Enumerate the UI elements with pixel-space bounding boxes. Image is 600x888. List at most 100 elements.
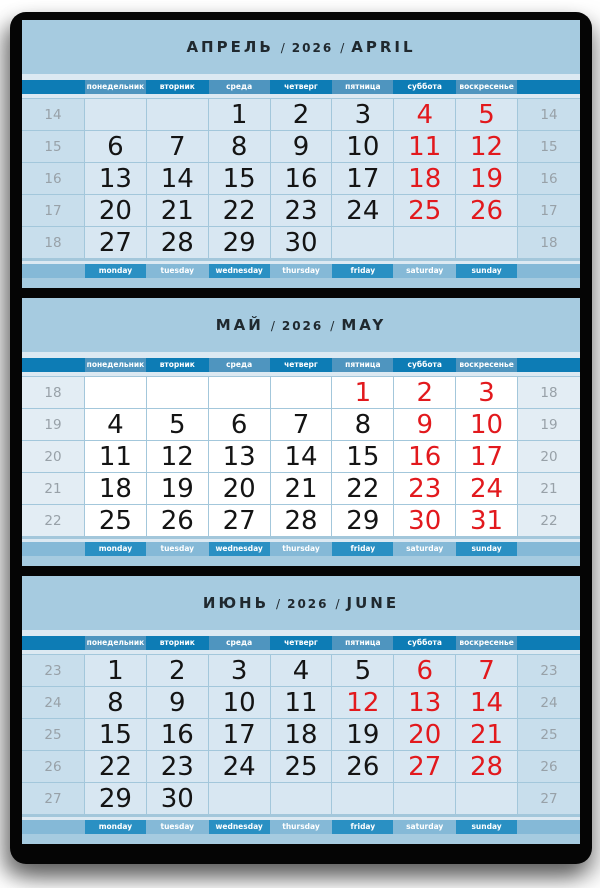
- weekday-bar-edge: [518, 358, 580, 372]
- date-cell: 1: [85, 655, 146, 686]
- date-cell: 20: [394, 719, 456, 750]
- month-name-ru: АПРЕЛЬ: [186, 38, 274, 56]
- month-year: 2026: [291, 41, 334, 55]
- date-cell: 2: [270, 99, 332, 130]
- date-cell: 5: [456, 99, 517, 130]
- date-cell: 28: [146, 227, 208, 258]
- week-number-cell: 27: [22, 783, 84, 814]
- date-cell: 20: [85, 195, 146, 226]
- date-cell: 17: [208, 719, 270, 750]
- weekday-cell-ru: воскресенье: [456, 80, 517, 94]
- month-header: АПРЕЛЬ / 2026 / APRIL: [22, 20, 580, 74]
- date-cell: 11: [394, 131, 456, 162]
- week-number-cell: 21: [22, 473, 84, 504]
- date-cell: 21: [456, 719, 517, 750]
- empty-date-cell: [332, 227, 394, 258]
- divider-strip: [22, 372, 580, 376]
- weekday-cell-ru: четверг: [270, 358, 332, 372]
- divider-strip: [22, 630, 580, 636]
- weekday-cell-en: saturday: [394, 542, 456, 556]
- date-cell: 5: [332, 655, 394, 686]
- weekday-bar-en: monday tuesday wednesday thursday friday satu…: [22, 542, 580, 556]
- weekday-cell-en: friday: [332, 542, 394, 556]
- empty-date-cell: [456, 227, 517, 258]
- weekday-bar-edge: [22, 80, 84, 94]
- weekday-cell-ru: среда: [208, 636, 270, 650]
- weekday-cell-en: tuesday: [146, 820, 208, 834]
- date-cell: 27: [85, 227, 146, 258]
- date-cell: 17: [456, 441, 517, 472]
- weekday-cell-ru: понедельник: [85, 80, 146, 94]
- weekday-cell-ru: среда: [208, 358, 270, 372]
- week-number-cell: 21: [518, 473, 580, 504]
- date-cell: 30: [146, 783, 208, 814]
- month-name-ru: МАЙ: [215, 316, 264, 334]
- date-cell: 29: [208, 227, 270, 258]
- weekday-cell-ru: понедельник: [85, 358, 146, 372]
- month-title: МАЙ / 2026 / MAY: [216, 316, 387, 334]
- week-number-cell: 18: [518, 377, 580, 408]
- date-cell: 9: [270, 131, 332, 162]
- week-number-cell: 24: [22, 687, 84, 718]
- date-cell: 4: [394, 99, 456, 130]
- date-cell: 19: [456, 163, 517, 194]
- date-cell: 27: [208, 505, 270, 536]
- date-cell: 26: [332, 751, 394, 782]
- week-number-cell: 15: [518, 131, 580, 162]
- weekday-bar-edge: [518, 542, 580, 556]
- weekday-cell-ru: пятница: [332, 358, 394, 372]
- date-cell: 25: [270, 751, 332, 782]
- date-cell: 1: [208, 99, 270, 130]
- weekday-cell-en: wednesday: [208, 542, 270, 556]
- date-cell: 17: [332, 163, 394, 194]
- date-cell: 13: [208, 441, 270, 472]
- date-cell: 4: [270, 655, 332, 686]
- date-cell: 30: [394, 505, 456, 536]
- month-name-en: MAY: [341, 316, 387, 334]
- date-cell: 23: [146, 751, 208, 782]
- date-cell: 23: [270, 195, 332, 226]
- week-number-cell: 22: [22, 505, 84, 536]
- date-cell: 12: [146, 441, 208, 472]
- date-cell: 5: [146, 409, 208, 440]
- date-cell: 21: [146, 195, 208, 226]
- weekday-cell-en: friday: [332, 264, 394, 278]
- date-cell: 30: [270, 227, 332, 258]
- divider-strip: [22, 817, 580, 820]
- empty-date-cell: [270, 377, 332, 408]
- empty-date-cell: [394, 783, 456, 814]
- date-cell: 22: [332, 473, 394, 504]
- empty-date-cell: [270, 783, 332, 814]
- weekday-cell-en: thursday: [270, 264, 332, 278]
- weekday-bar-ru: понедельник вторник среда четверг пятница суб…: [22, 358, 580, 372]
- weekday-cell-ru: четверг: [270, 80, 332, 94]
- date-cell: 14: [270, 441, 332, 472]
- weekday-cell-en: monday: [85, 820, 146, 834]
- date-cell: 26: [456, 195, 517, 226]
- footer-band: [22, 834, 580, 844]
- footer-band: [22, 278, 580, 288]
- date-cell: 7: [146, 131, 208, 162]
- divider-strip: [22, 650, 580, 654]
- date-cell: 9: [146, 687, 208, 718]
- date-cell: 2: [394, 377, 456, 408]
- weekday-bar-ru: понедельник вторник среда четверг пятница суб…: [22, 80, 580, 94]
- date-cell: 6: [85, 131, 146, 162]
- date-cell: 12: [332, 687, 394, 718]
- week-number-cell: 22: [518, 505, 580, 536]
- date-cell: 9: [394, 409, 456, 440]
- date-cell: 13: [394, 687, 456, 718]
- empty-date-cell: [456, 783, 517, 814]
- weekday-bar-edge: [22, 636, 84, 650]
- week-number-cell: 18: [22, 377, 84, 408]
- week-number-cell: 26: [518, 751, 580, 782]
- date-cell: 25: [394, 195, 456, 226]
- week-number-cell: 18: [518, 227, 580, 258]
- month-block-april: АПРЕЛЬ/2026/APRIL понедельник вторник сред…: [22, 20, 580, 288]
- weekday-cell-ru: среда: [208, 80, 270, 94]
- date-cell: 15: [208, 163, 270, 194]
- week-number-cell: 14: [22, 99, 84, 130]
- date-grid: 23 1 2 3 4 5 6 7 23 24 8 9 10 11 12 13 14 24 25 15 16 17 18 19 2…: [22, 654, 580, 817]
- weekday-bar-edge: [518, 820, 580, 834]
- weekday-bar-edge: [22, 264, 84, 278]
